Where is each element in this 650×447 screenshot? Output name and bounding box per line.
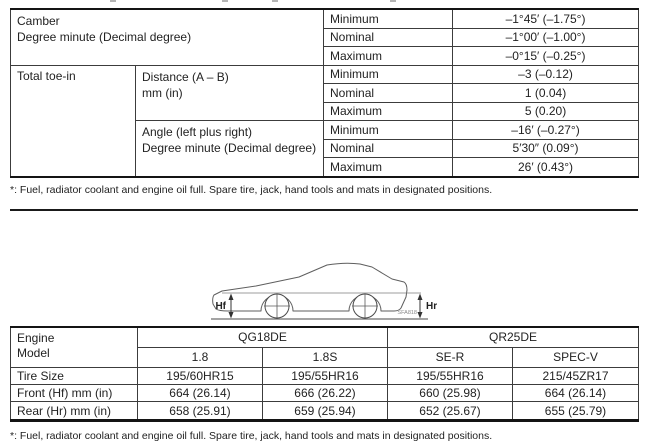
toe-angle-max-limit: Maximum bbox=[323, 157, 454, 178]
camber-unit: Degree minute (Decimal degree) bbox=[17, 30, 192, 44]
wheel-alignment-spec-table: Camber Degree minute (Decimal degree) Mi… bbox=[9, 8, 640, 178]
rear-height-value: 659 (25.94) bbox=[262, 401, 388, 421]
front-height-value: 664 (26.14) bbox=[512, 383, 639, 403]
toe-distance-min-value: –3 (–0.12) bbox=[452, 64, 640, 85]
front-height-arrow bbox=[228, 293, 234, 319]
toe-distance-max-limit: Maximum bbox=[323, 101, 454, 122]
car-body-outline bbox=[212, 262, 408, 312]
camber-label: Camber bbox=[17, 14, 60, 28]
toe-distance-nom-value: 1 (0.04) bbox=[452, 83, 640, 103]
toe-angle-nom-value: 5′30″ (0.09°) bbox=[452, 138, 640, 159]
footnote-top: *: Fuel, radiator coolant and engine oil… bbox=[10, 184, 493, 196]
camber-min-value: –1°45′ (–1.75°) bbox=[452, 8, 640, 29]
model-1-8s: 1.8S bbox=[262, 346, 388, 368]
scan-artifact bbox=[110, 0, 116, 2]
camber-min-limit: Minimum bbox=[323, 8, 454, 29]
front-height-value: 666 (26.22) bbox=[262, 383, 388, 403]
footnote-bottom: *: Fuel, radiator coolant and engine oil… bbox=[10, 430, 493, 442]
toe-distance-min-limit: Minimum bbox=[323, 64, 454, 85]
rear-height-label-cell: Rear (Hr) mm (in) bbox=[10, 401, 138, 421]
toe-angle-cell: Angle (left plus right) Degree minute (D… bbox=[134, 120, 325, 178]
tire-size-label: Tire Size bbox=[10, 366, 138, 385]
engine-header-line2: Model bbox=[17, 346, 50, 360]
engine-header-line1: Engine bbox=[17, 331, 55, 345]
front-height-value: 664 (26.14) bbox=[137, 383, 263, 403]
front-height-label: Hf bbox=[215, 301, 226, 312]
toe-angle-nom-limit: Nominal bbox=[323, 138, 454, 159]
model-se-r: SE-R bbox=[387, 346, 513, 368]
rear-height-value: 652 (25.67) bbox=[387, 401, 513, 421]
toe-angle-unit: Degree minute (Decimal degree) bbox=[142, 141, 317, 156]
model-spec-v: SPEC-V bbox=[512, 346, 639, 368]
camber-max-value: –0°15′ (–0.25°) bbox=[452, 46, 640, 66]
camber-nom-value: –1°00′ (–1.00°) bbox=[452, 27, 640, 48]
vehicle-height-diagram: Hf Hr SFA818 bbox=[211, 262, 437, 320]
toe-distance-unit: mm (in) bbox=[142, 85, 183, 100]
rear-height-row: Rear (Hr) mm (in) 658 (25.91) 659 (25.94… bbox=[10, 401, 639, 421]
camber-parameter-cell: Camber Degree minute (Decimal degree) bbox=[9, 8, 325, 66]
front-height-value: 660 (25.98) bbox=[387, 383, 513, 403]
toe-angle-max-value: 26′ (0.43°) bbox=[452, 157, 640, 178]
engine-group-qr25de: QR25DE bbox=[387, 326, 639, 348]
toe-angle-min-limit: Minimum bbox=[323, 120, 454, 140]
engine-model-header-cell: Engine Model bbox=[10, 326, 138, 368]
scan-artifact bbox=[222, 0, 228, 2]
section-divider bbox=[10, 209, 638, 211]
rear-height-value: 658 (25.91) bbox=[137, 401, 263, 421]
front-height-label-cell: Front (Hf) mm (in) bbox=[10, 383, 138, 403]
vehicle-height-table: Engine Model QG18DE QR25DE 1.8 1.8S SE-R… bbox=[10, 326, 639, 422]
tire-size-value: 195/55HR16 bbox=[387, 366, 513, 385]
scan-artifact bbox=[390, 0, 396, 2]
rear-height-label: Hr bbox=[426, 301, 437, 312]
toe-parameter-cell: Total toe-in bbox=[10, 64, 136, 178]
tire-size-row: Tire Size 195/60HR15 195/55HR16 195/55HR… bbox=[10, 366, 639, 385]
camber-max-limit: Maximum bbox=[323, 46, 454, 66]
toe-distance-max-value: 5 (0.20) bbox=[452, 101, 640, 122]
toe-distance-cell: Distance (A – B) mm (in) bbox=[134, 64, 325, 122]
engine-group-qg18de: QG18DE bbox=[137, 326, 388, 348]
rear-height-arrow bbox=[417, 293, 423, 319]
figure-code: SFA818 bbox=[397, 310, 417, 316]
camber-nom-limit: Nominal bbox=[323, 27, 454, 48]
tire-size-value: 215/45ZR17 bbox=[512, 366, 639, 385]
tire-size-value: 195/60HR15 bbox=[137, 366, 263, 385]
scan-artifact bbox=[272, 0, 278, 2]
tire-size-value: 195/55HR16 bbox=[262, 366, 388, 385]
wheel-crosshairs bbox=[264, 294, 378, 318]
toe-distance-nom-limit: Nominal bbox=[323, 83, 454, 103]
model-1-8: 1.8 bbox=[137, 346, 263, 368]
rear-height-value: 655 (25.79) bbox=[512, 401, 639, 421]
toe-distance-label: Distance (A – B) bbox=[142, 69, 229, 84]
toe-angle-min-value: –16′ (–0.27°) bbox=[452, 120, 640, 140]
front-height-row: Front (Hf) mm (in) 664 (26.14) 666 (26.2… bbox=[10, 383, 639, 403]
toe-angle-label: Angle (left plus right) bbox=[142, 125, 253, 140]
